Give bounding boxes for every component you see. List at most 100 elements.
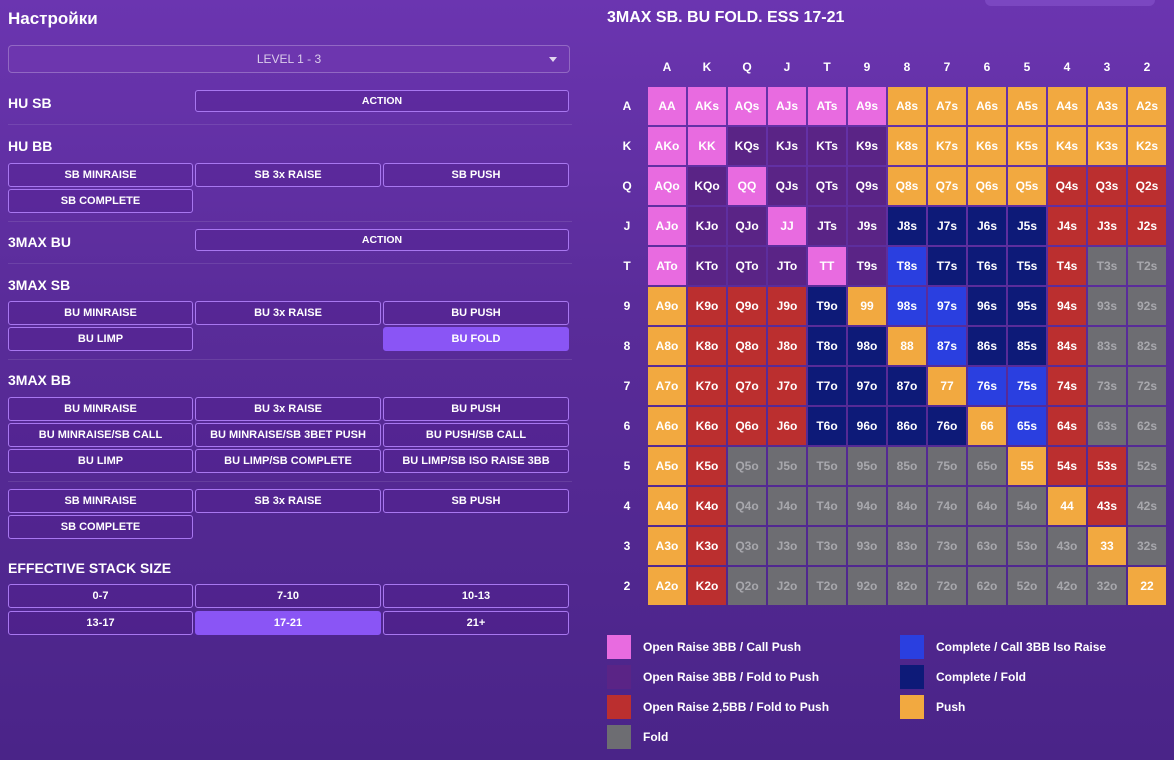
hand-cell-A4s: A4s	[1048, 87, 1086, 125]
col-header-6: 6	[983, 60, 991, 74]
hand-cell-T2o: T2o	[808, 567, 846, 605]
hand-cell-ATo: ATo	[648, 247, 686, 285]
hand-cell-52o: 52o	[1008, 567, 1046, 605]
level-select[interactable]: LEVEL 1 - 3	[8, 45, 570, 73]
hand-cell-Q2o: Q2o	[728, 567, 766, 605]
hand-cell-J4s: J4s	[1048, 207, 1086, 245]
hand-cell-K4o: K4o	[688, 487, 726, 525]
bb3-bu-push-sb-call-button[interactable]: BU PUSH/SB CALL	[383, 423, 569, 447]
hand-cell-53s: 53s	[1088, 447, 1126, 485]
hand-cell-JTs: JTs	[808, 207, 846, 245]
hand-cell-A3o: A3o	[648, 527, 686, 565]
hand-cell-62o: 62o	[968, 567, 1006, 605]
hand-cell-J2o: J2o	[768, 567, 806, 605]
hu-bb-sb-push-button[interactable]: SB PUSH	[383, 163, 569, 187]
hand-cell-KTs: KTs	[808, 127, 846, 165]
chevron-down-icon	[549, 57, 557, 62]
hand-cell-Q7s: Q7s	[928, 167, 966, 205]
ess-10-13-button[interactable]: 10-13	[383, 584, 569, 608]
hand-cell-92o: 92o	[848, 567, 886, 605]
hand-cell-T6o: T6o	[808, 407, 846, 445]
hand-cell-44: 44	[1048, 487, 1086, 525]
legend-label: Open Raise 2,5BB / Fold to Push	[643, 700, 830, 714]
hand-cell-AJo: AJo	[648, 207, 686, 245]
hand-cell-T8s: T8s	[888, 247, 926, 285]
sb3-bu-fold-button[interactable]: BU FOLD	[383, 327, 569, 351]
hand-cell-66: 66	[968, 407, 1006, 445]
hand-cell-QJo: QJo	[728, 207, 766, 245]
hand-cell-K3s: K3s	[1088, 127, 1126, 165]
row-header-7: 7	[623, 379, 631, 393]
hand-cell-Q6s: Q6s	[968, 167, 1006, 205]
sb3-bu-limp-button[interactable]: BU LIMP	[8, 327, 193, 351]
ess-13-17-button[interactable]: 13-17	[8, 611, 193, 635]
hand-cell-93o: 93o	[848, 527, 886, 565]
hand-cell-83o: 83o	[888, 527, 926, 565]
bb3-sb-complete-button[interactable]: SB COMPLETE	[8, 515, 193, 539]
bb3-sb-3x-raise-button[interactable]: SB 3x RAISE	[195, 489, 381, 513]
sb3-label: 3MAX SB	[8, 277, 71, 293]
hand-cell-72s: 72s	[1128, 367, 1166, 405]
hand-cell-AKs: AKs	[688, 87, 726, 125]
bb3-bu-limp-button[interactable]: BU LIMP	[8, 449, 193, 473]
hand-cell-74s: 74s	[1048, 367, 1086, 405]
hand-cell-94o: 94o	[848, 487, 886, 525]
hand-cell-Q8s: Q8s	[888, 167, 926, 205]
hand-cell-98o: 98o	[848, 327, 886, 365]
row-header-A: A	[622, 99, 632, 113]
hand-cell-98s: 98s	[888, 287, 926, 325]
hand-cell-96o: 96o	[848, 407, 886, 445]
hand-cell-95s: 95s	[1008, 287, 1046, 325]
hu-bb-sb-minraise-button[interactable]: SB MINRAISE	[8, 163, 193, 187]
bb3-bu-push-button[interactable]: BU PUSH	[383, 397, 569, 421]
legend-item-or: Open Raise 3BB / Call Push	[607, 635, 801, 659]
bb3-bu-limp-sb-iso-raise-button[interactable]: BU LIMP/SB ISO RAISE 3BB	[383, 449, 569, 473]
hand-cell-KJs: KJs	[768, 127, 806, 165]
bb3-sb-push-button[interactable]: SB PUSH	[383, 489, 569, 513]
bb3-bu-limp-sb-complete-button[interactable]: BU LIMP/SB COMPLETE	[195, 449, 381, 473]
hand-cell-K9s: K9s	[848, 127, 886, 165]
hand-cell-Q3s: Q3s	[1088, 167, 1126, 205]
hand-cell-Q5s: Q5s	[1008, 167, 1046, 205]
col-header-5: 5	[1023, 60, 1031, 74]
hand-cell-AA: AA	[648, 87, 686, 125]
sb3-bu-3x-raise-button[interactable]: BU 3x RAISE	[195, 301, 381, 325]
hand-cell-J6s: J6s	[968, 207, 1006, 245]
hand-cell-63s: 63s	[1088, 407, 1126, 445]
hu-bb-sb-complete-button[interactable]: SB COMPLETE	[8, 189, 193, 213]
hand-cell-QJs: QJs	[768, 167, 806, 205]
hu-bb-sb-3x-raise-button[interactable]: SB 3x RAISE	[195, 163, 381, 187]
hand-cell-42o: 42o	[1048, 567, 1086, 605]
top-decoration	[985, 0, 1155, 6]
ess-21-plus-button[interactable]: 21+	[383, 611, 569, 635]
ess-0-7-button[interactable]: 0-7	[8, 584, 193, 608]
row-header-Q: Q	[622, 179, 632, 193]
hand-cell-K9o: K9o	[688, 287, 726, 325]
legend-label: Complete / Call 3BB Iso Raise	[936, 640, 1107, 654]
legend-swatch	[900, 665, 924, 689]
bb3-bu-minraise-button[interactable]: BU MINRAISE	[8, 397, 193, 421]
sb3-bu-minraise-button[interactable]: BU MINRAISE	[8, 301, 193, 325]
hand-cell-AKo: AKo	[648, 127, 686, 165]
bb3-label: 3MAX BB	[8, 372, 72, 388]
bb3-bu-minraise-sb-3bet-push-button[interactable]: BU MINRAISE/SB 3BET PUSH	[195, 423, 381, 447]
bb3-bu-minraise-sb-call-button[interactable]: BU MINRAISE/SB CALL	[8, 423, 193, 447]
bb3-sb-minraise-button[interactable]: SB MINRAISE	[8, 489, 193, 513]
hand-cell-65o: 65o	[968, 447, 1006, 485]
hand-cell-77: 77	[928, 367, 966, 405]
hand-cell-Q9o: Q9o	[728, 287, 766, 325]
bb3-bu-3x-raise-button[interactable]: BU 3x RAISE	[195, 397, 381, 421]
bu3-action-button[interactable]: ACTION	[195, 229, 569, 251]
ess-7-10-button[interactable]: 7-10	[195, 584, 381, 608]
hand-cell-J9o: J9o	[768, 287, 806, 325]
col-header-J: J	[783, 60, 791, 74]
sb3-bu-push-button[interactable]: BU PUSH	[383, 301, 569, 325]
hand-cell-T9o: T9o	[808, 287, 846, 325]
hu-sb-action-button[interactable]: ACTION	[195, 90, 569, 112]
hand-cell-32s: 32s	[1128, 527, 1166, 565]
hand-cell-85o: 85o	[888, 447, 926, 485]
legend-item-of: Open Raise 3BB / Fold to Push	[607, 665, 819, 689]
hand-cell-T4s: T4s	[1048, 247, 1086, 285]
hand-cell-A2s: A2s	[1128, 87, 1166, 125]
ess-17-21-button[interactable]: 17-21	[195, 611, 381, 635]
